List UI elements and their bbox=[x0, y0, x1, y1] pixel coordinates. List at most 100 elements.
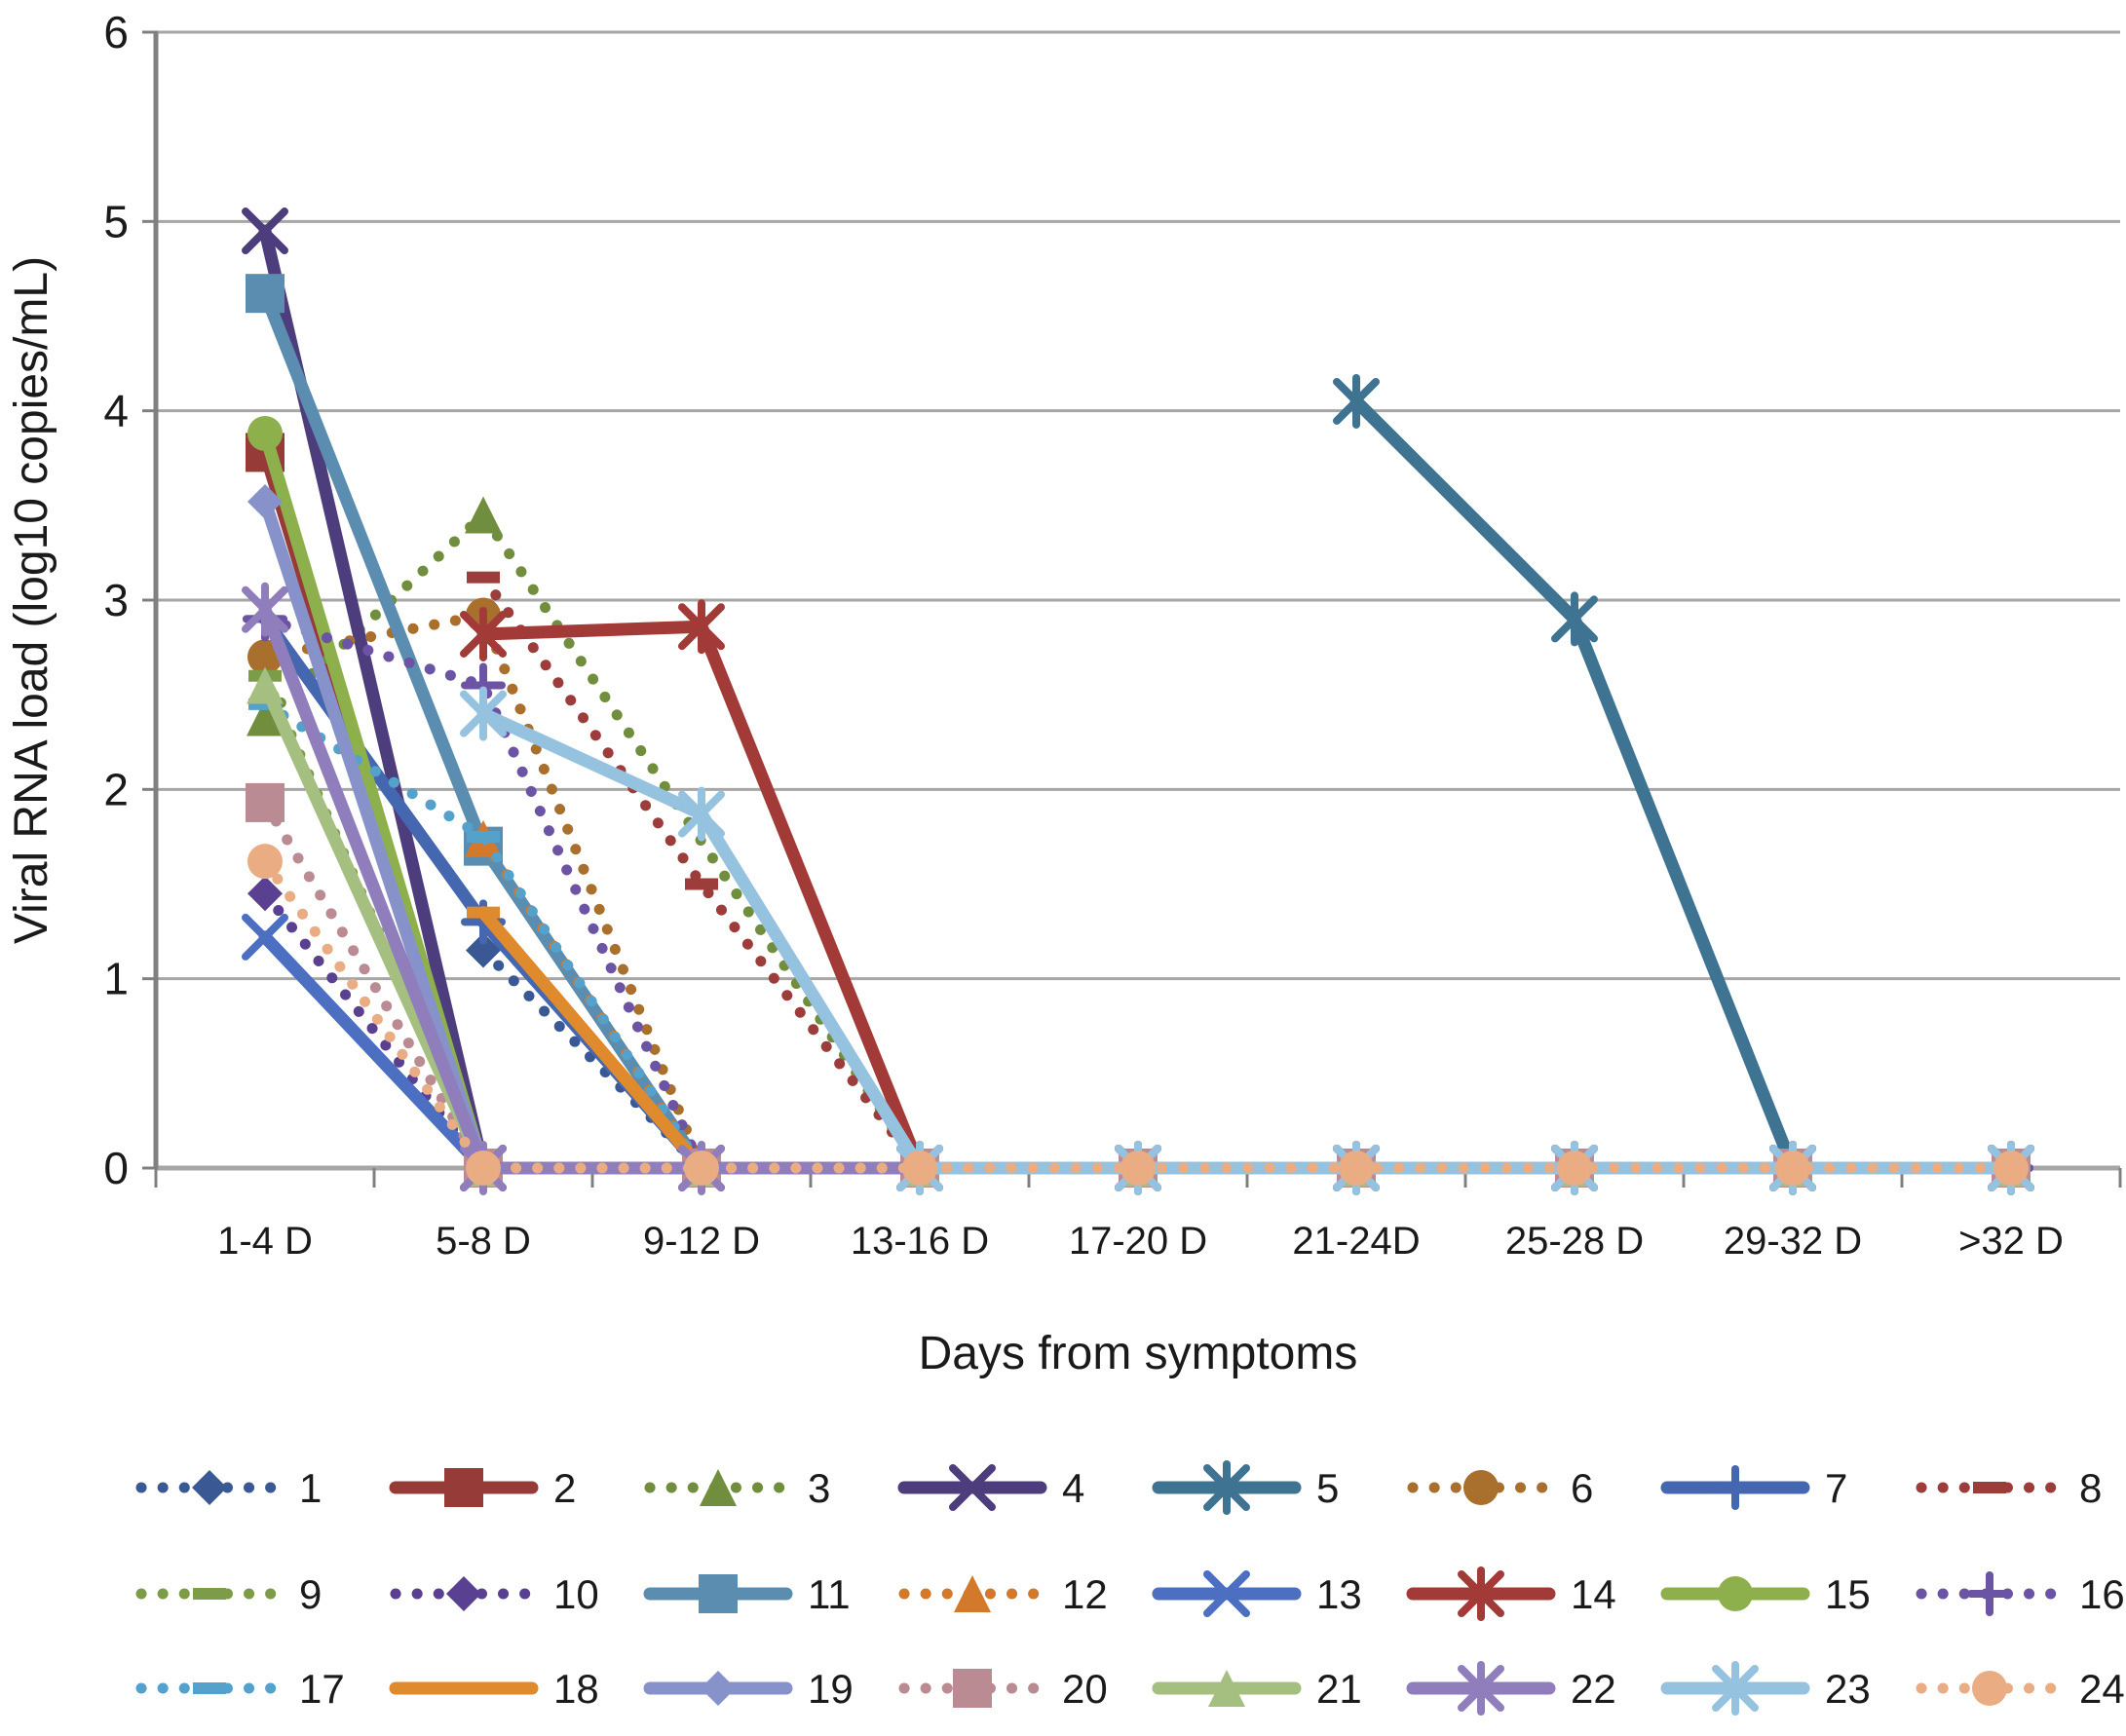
legend-series-label: 1 bbox=[299, 1465, 322, 1511]
legend-item-10: 10 bbox=[390, 1571, 599, 1617]
series-line bbox=[259, 670, 2017, 1174]
legend-item-14: 14 bbox=[1406, 1566, 1616, 1621]
legend-series-label: 18 bbox=[553, 1666, 599, 1712]
axes bbox=[142, 30, 2122, 1188]
x-category-label: 9-12 D bbox=[643, 1220, 760, 1263]
legend-series-label: 2 bbox=[553, 1465, 576, 1511]
series-10 bbox=[247, 876, 2029, 1186]
diamond-marker bbox=[446, 1576, 481, 1611]
legend-item-16: 16 bbox=[1916, 1571, 2125, 1617]
legend-series-label: 15 bbox=[1825, 1571, 1871, 1617]
legend-series-label: 6 bbox=[1571, 1465, 1593, 1511]
circle-marker bbox=[466, 1151, 501, 1186]
square-marker bbox=[699, 1574, 738, 1613]
circle-marker bbox=[1120, 1151, 1156, 1186]
triangle-marker bbox=[247, 666, 284, 704]
legend-item-23: 23 bbox=[1660, 1661, 1871, 1716]
series-line bbox=[259, 613, 2017, 1174]
legend-item-2: 2 bbox=[389, 1465, 576, 1511]
circle-marker bbox=[247, 415, 283, 451]
series-line bbox=[258, 224, 2018, 1175]
series-5 bbox=[1333, 373, 2034, 1195]
y-tick-label: 1 bbox=[103, 954, 129, 1004]
dash-marker bbox=[1973, 1482, 2006, 1493]
square-marker bbox=[246, 782, 285, 822]
series-line bbox=[1349, 395, 2018, 1175]
legend-item-22: 22 bbox=[1406, 1661, 1616, 1716]
legend-series-label: 17 bbox=[299, 1666, 345, 1712]
series-line bbox=[259, 610, 2017, 1174]
x-category-label: 13-16 D bbox=[851, 1220, 989, 1263]
legend-series-label: 9 bbox=[299, 1571, 322, 1617]
circle-marker bbox=[1339, 1151, 1374, 1186]
series-24 bbox=[247, 844, 2029, 1186]
legend-series-label: 10 bbox=[553, 1571, 599, 1617]
circle-marker bbox=[247, 844, 283, 880]
legend-series-label: 11 bbox=[808, 1571, 851, 1617]
x-category-label: 21-24D bbox=[1292, 1220, 1420, 1263]
legend-item-17: 17 bbox=[135, 1666, 345, 1712]
series-2 bbox=[246, 433, 2031, 1188]
x-category-label: 17-20 D bbox=[1069, 1220, 1207, 1263]
legend-series-label: 24 bbox=[2079, 1666, 2125, 1712]
legend-series-label: 7 bbox=[1825, 1465, 1847, 1511]
legend-series-label: 4 bbox=[1062, 1465, 1084, 1511]
diamond-marker bbox=[466, 932, 501, 968]
legend-series-label: 5 bbox=[1316, 1465, 1339, 1511]
legend-item-7: 7 bbox=[1660, 1465, 1847, 1511]
square-marker bbox=[444, 1468, 483, 1507]
diamond-marker bbox=[701, 1671, 736, 1706]
y-tick-label: 6 bbox=[103, 7, 129, 57]
legend-series-label: 21 bbox=[1316, 1666, 1362, 1712]
series-4 bbox=[242, 208, 2034, 1191]
series-8 bbox=[467, 571, 2028, 1174]
series-line bbox=[259, 887, 2017, 1174]
legend-series-label: 16 bbox=[2079, 1571, 2125, 1617]
square-marker bbox=[953, 1669, 992, 1708]
legend-item-12: 12 bbox=[898, 1571, 1108, 1617]
x-axis-title: Days from symptoms bbox=[919, 1328, 1358, 1379]
legend-item-24: 24 bbox=[1916, 1666, 2125, 1712]
series-line bbox=[259, 797, 2017, 1174]
circle-marker bbox=[1972, 1671, 2007, 1706]
legend-series-label: 12 bbox=[1062, 1571, 1108, 1617]
y-tick-label: 0 bbox=[103, 1143, 129, 1193]
legend-series-label: 13 bbox=[1316, 1571, 1362, 1617]
x-marker bbox=[242, 913, 288, 961]
legend-item-18: 18 bbox=[389, 1666, 599, 1712]
series-line bbox=[258, 678, 2018, 1175]
x-marker bbox=[242, 208, 288, 255]
circle-marker bbox=[684, 1151, 719, 1186]
series-line bbox=[476, 707, 2018, 1175]
legend-item-1: 1 bbox=[135, 1465, 322, 1511]
legend-item-4: 4 bbox=[897, 1464, 1084, 1511]
legend-item-5: 5 bbox=[1152, 1460, 1339, 1515]
legend-series-label: 3 bbox=[808, 1465, 830, 1511]
legend-series-label: 20 bbox=[1062, 1666, 1108, 1712]
series-line bbox=[258, 603, 2018, 1175]
y-tick-label: 2 bbox=[103, 764, 129, 814]
legend-item-9: 9 bbox=[135, 1571, 322, 1617]
legend-item-19: 19 bbox=[643, 1666, 854, 1712]
x-category-label: 25-28 D bbox=[1505, 1220, 1644, 1263]
circle-marker bbox=[1463, 1470, 1499, 1505]
legend-item-15: 15 bbox=[1660, 1571, 1871, 1617]
series-line bbox=[258, 612, 2018, 1175]
y-tick-label: 4 bbox=[103, 386, 129, 436]
square-marker bbox=[246, 274, 285, 314]
dash-marker bbox=[193, 1682, 226, 1694]
legend-series-label: 14 bbox=[1571, 1571, 1616, 1617]
y-axis-tick-labels: 0 1 2 3 4 5 6 bbox=[103, 7, 129, 1193]
x-category-label: 29-32 D bbox=[1724, 1220, 1862, 1263]
dash-marker bbox=[447, 1682, 480, 1694]
circle-marker bbox=[902, 1151, 937, 1186]
series-lines bbox=[242, 208, 2034, 1195]
legend-series-label: 22 bbox=[1571, 1666, 1616, 1712]
legend-item-20: 20 bbox=[898, 1666, 1108, 1712]
legend-item-21: 21 bbox=[1152, 1666, 1362, 1712]
legend-item-6: 6 bbox=[1407, 1465, 1593, 1511]
legend-series-label: 8 bbox=[2079, 1465, 2102, 1511]
series-14 bbox=[460, 599, 2034, 1195]
